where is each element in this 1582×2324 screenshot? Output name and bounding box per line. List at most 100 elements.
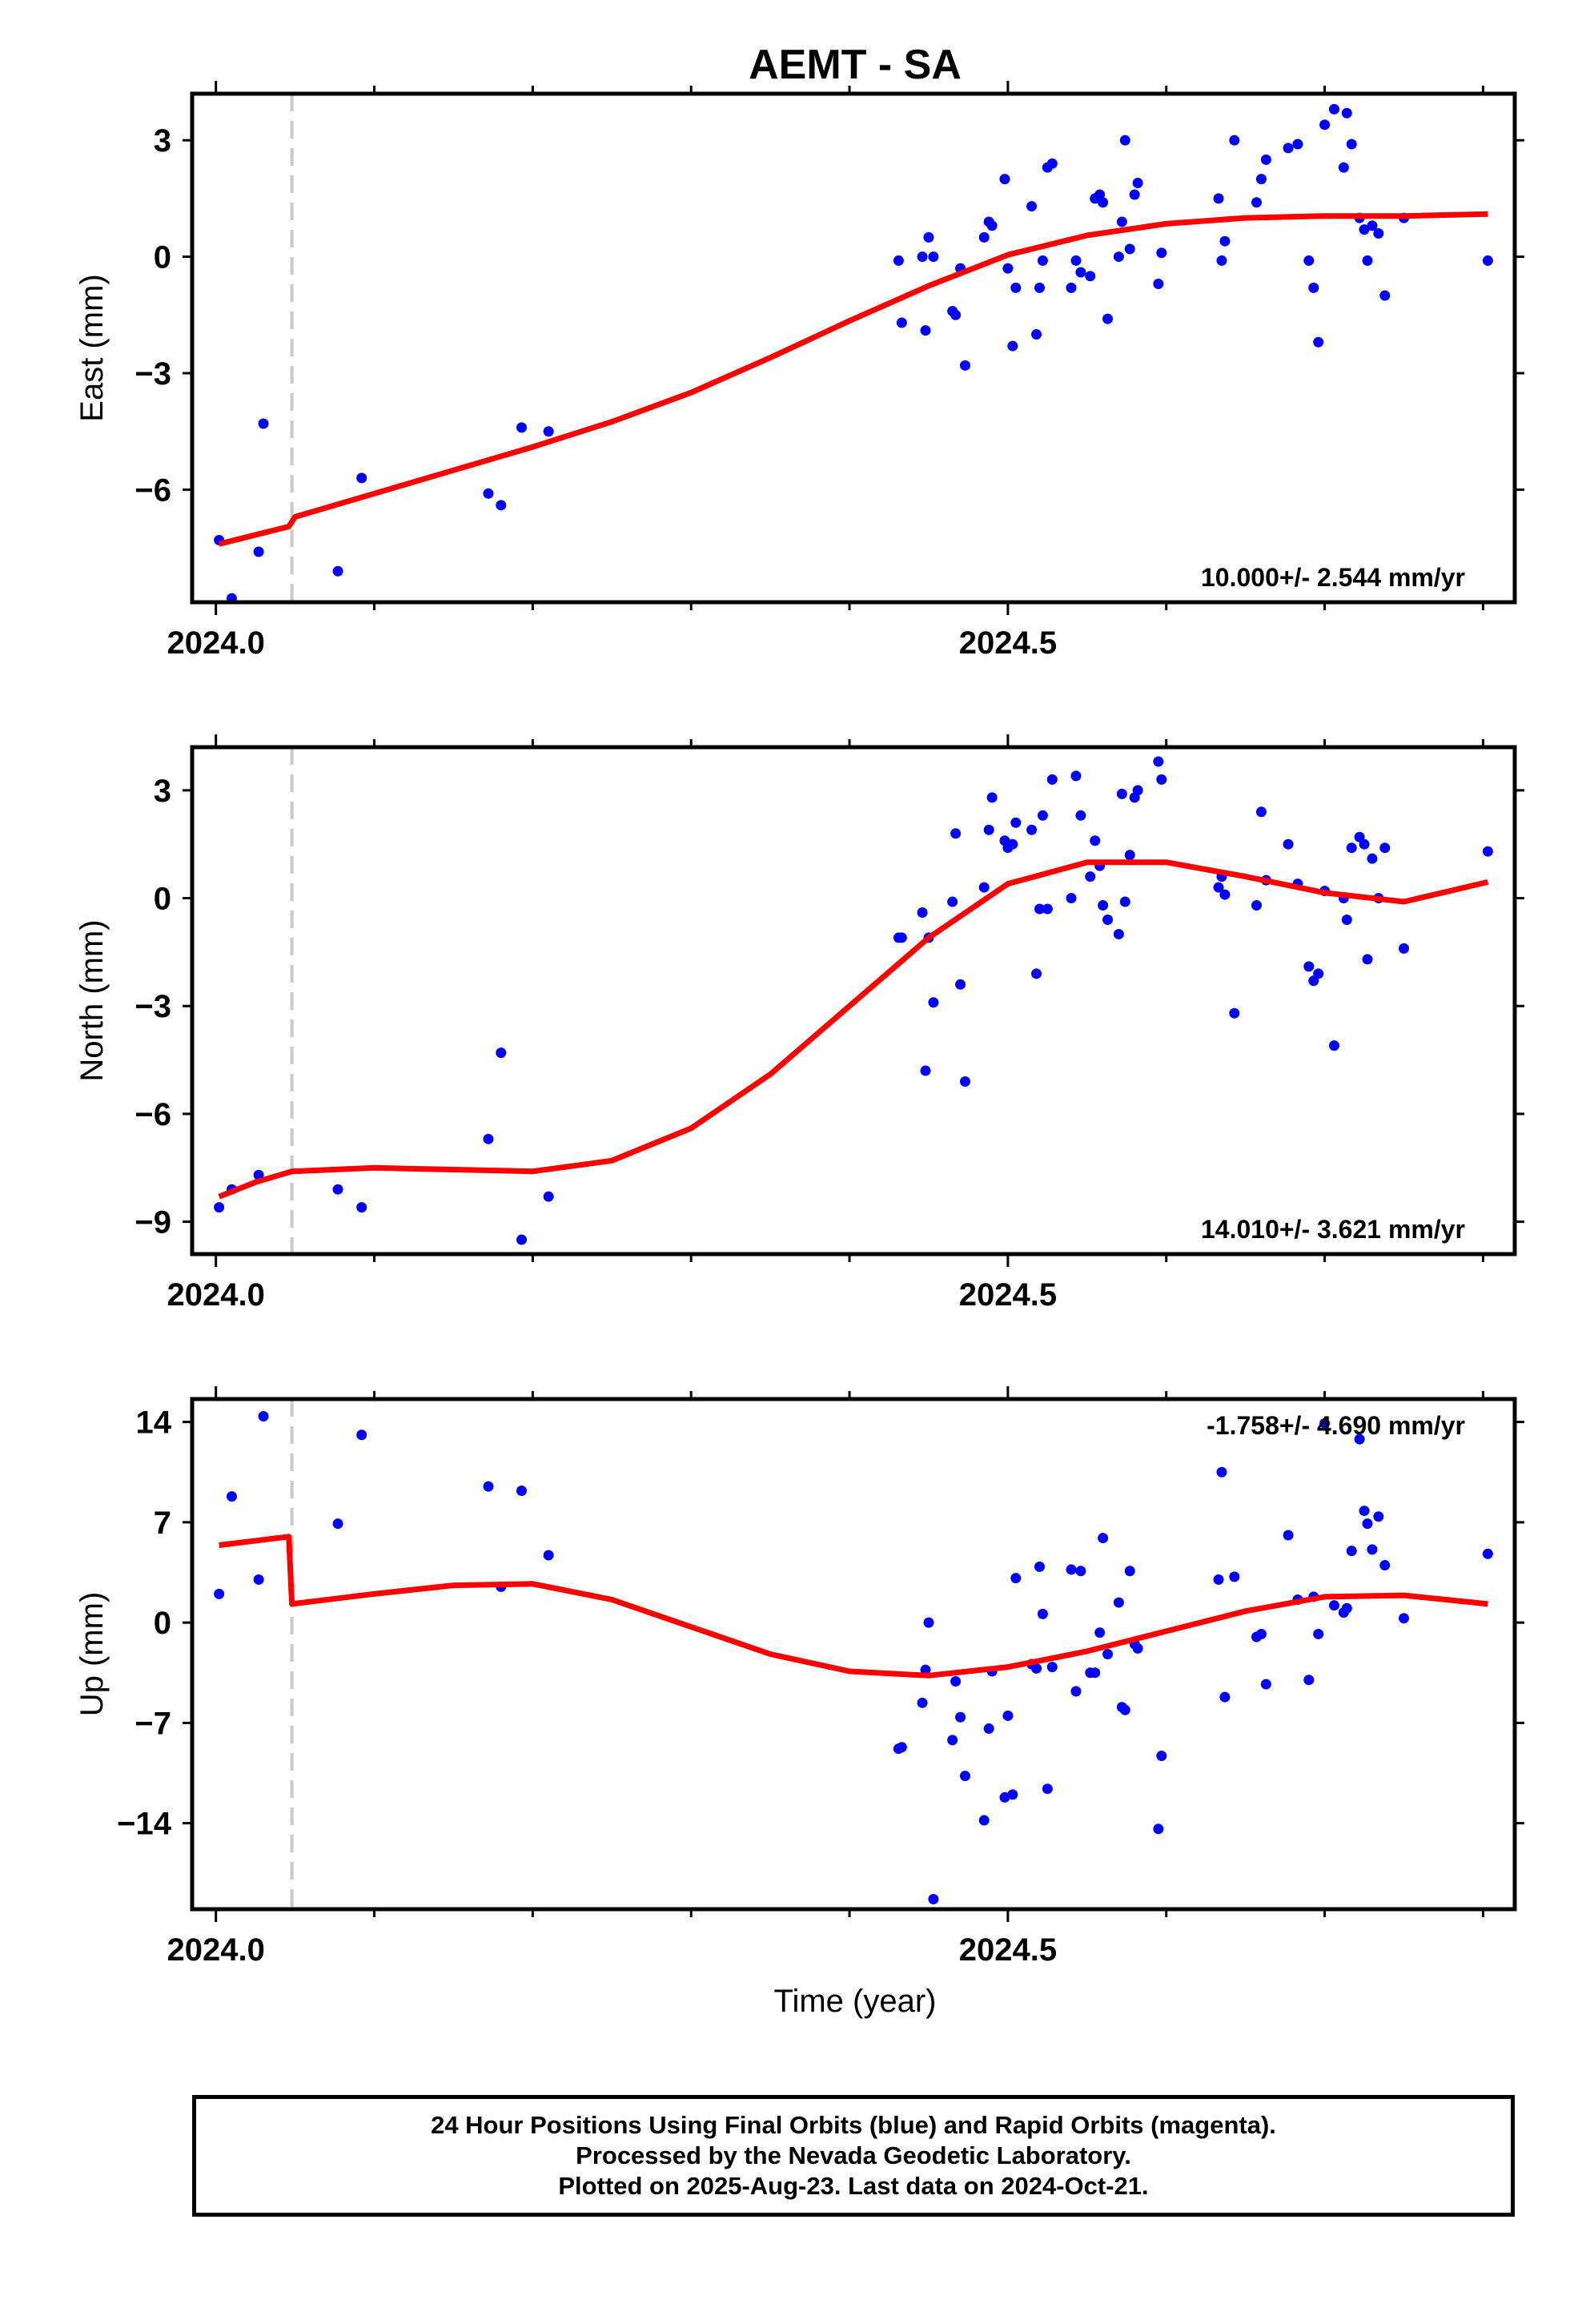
east-data-point — [1132, 177, 1143, 188]
east-data-point — [1002, 263, 1014, 274]
north-data-point — [332, 1184, 343, 1195]
up-data-point — [1132, 1642, 1143, 1654]
up-data-point — [1379, 1560, 1391, 1571]
north-y-axis-label: North (mm) — [74, 919, 110, 1081]
up-data-point — [1070, 1686, 1082, 1697]
up-y-tick-label: −7 — [135, 1706, 171, 1741]
east-y-tick-label: −6 — [135, 472, 171, 508]
north-data-point — [1346, 842, 1357, 854]
up-data-point — [1042, 1783, 1053, 1795]
north-data-point — [1328, 1040, 1339, 1051]
east-data-point — [1153, 279, 1164, 290]
up-data-point — [1156, 1751, 1167, 1762]
up-data-point — [1090, 1667, 1101, 1679]
north-data-point — [214, 1202, 225, 1213]
up-data-point — [1102, 1649, 1114, 1659]
up-x-tick-label: 2024.0 — [167, 1932, 265, 1968]
north-data-point — [543, 1191, 554, 1202]
east-y-tick-label: −3 — [135, 356, 171, 392]
east-data-point — [1346, 139, 1357, 150]
east-data-point — [1313, 336, 1324, 348]
east-data-point — [1338, 162, 1349, 173]
east-data-point — [258, 418, 269, 429]
north-plot-frame — [190, 745, 1517, 1256]
north-data-point — [1283, 838, 1294, 850]
up-data-point — [1007, 1789, 1018, 1800]
east-data-point — [920, 325, 931, 336]
east-data-point — [1026, 201, 1038, 212]
north-data-point — [1075, 810, 1086, 821]
north-y-tick-label: −3 — [135, 989, 171, 1024]
up-data-point — [1367, 1544, 1378, 1555]
up-data-point — [1373, 1511, 1384, 1522]
north-data-point — [1482, 846, 1493, 857]
up-data-point — [1359, 1506, 1370, 1517]
north-data-point — [483, 1133, 494, 1144]
north-data-point — [1153, 756, 1164, 767]
east-data-point — [1124, 243, 1135, 255]
north-data-point — [1341, 914, 1352, 925]
up-y-tick-label: 7 — [154, 1506, 171, 1541]
up-data-point — [923, 1617, 934, 1628]
east-x-tick-label: 2024.0 — [167, 625, 265, 661]
up-data-point — [226, 1491, 237, 1502]
east-data-point — [356, 472, 367, 484]
footer-note-box: 24 Hour Positions Using Final Orbits (bl… — [192, 2095, 1515, 2217]
up-y-axis-label: Up (mm) — [74, 1592, 110, 1717]
gps-time-series-chart: AEMT - SA Time (year) 3 0 −3 −6 2024.0 2024.5… — [74, 42, 1524, 2019]
north-data-point — [1229, 1007, 1240, 1019]
north-data-point — [1379, 842, 1391, 854]
east-fit-line — [218, 211, 1488, 547]
east-x-tick-label: 2024.5 — [959, 625, 1057, 661]
footer-line-plotted-date: Plotted on 2025-Aug-23. Last data on 202… — [558, 2172, 1149, 2200]
east-data-point — [1116, 216, 1127, 227]
up-data-point — [947, 1735, 958, 1746]
up-data-point — [983, 1723, 994, 1735]
east-data-point — [1085, 271, 1096, 282]
up-data-point — [1399, 1613, 1410, 1624]
east-data-point — [986, 220, 998, 231]
east-data-point — [1031, 329, 1042, 340]
east-data-point — [1283, 143, 1294, 154]
north-data-point — [1313, 968, 1324, 979]
up-data-point — [955, 1711, 966, 1723]
east-rate-annotation: 10.000+/- 2.544 mm/yr — [1201, 563, 1465, 592]
east-data-point — [1251, 197, 1263, 208]
north-data-point — [1070, 770, 1082, 782]
up-data-point — [1046, 1662, 1058, 1673]
north-data-point — [1362, 954, 1373, 965]
north-data-point — [947, 896, 958, 907]
up-data-point — [1354, 1433, 1365, 1445]
up-data-point — [928, 1893, 939, 1904]
east-data-point — [893, 255, 904, 266]
east-data-point — [1319, 119, 1331, 131]
up-data-point — [483, 1481, 494, 1492]
north-data-point — [950, 828, 962, 839]
up-data-point — [1319, 1417, 1331, 1429]
up-data-point — [1010, 1573, 1022, 1584]
east-data-point — [1119, 135, 1130, 146]
east-data-point — [1046, 158, 1058, 169]
north-y-tick-label: 3 — [154, 774, 171, 809]
north-data-point — [496, 1047, 507, 1059]
east-data-point — [1255, 174, 1267, 185]
east-y-tick-label: 0 — [154, 240, 171, 275]
north-panel: 3 0 −3 −6 −9 2024.0 2024.5 North (mm) 14.010+/- … — [74, 734, 1524, 1313]
east-data-point — [332, 565, 343, 577]
east-data-point — [1308, 282, 1319, 293]
up-data-point — [1075, 1566, 1086, 1577]
up-data-point — [1002, 1710, 1014, 1721]
east-points — [214, 103, 1493, 602]
up-y-tick-label: 0 — [154, 1606, 171, 1641]
north-data-point — [928, 997, 939, 1008]
north-y-tick-label: −6 — [135, 1097, 171, 1132]
up-data-point — [1346, 1546, 1357, 1557]
north-data-point — [1156, 774, 1167, 785]
north-data-point — [959, 1076, 970, 1088]
east-data-point — [1070, 255, 1082, 266]
east-data-point — [543, 426, 554, 437]
north-data-point — [1219, 889, 1231, 900]
up-data-point — [214, 1588, 225, 1599]
up-data-point — [1066, 1564, 1077, 1575]
north-data-point — [1010, 817, 1022, 828]
